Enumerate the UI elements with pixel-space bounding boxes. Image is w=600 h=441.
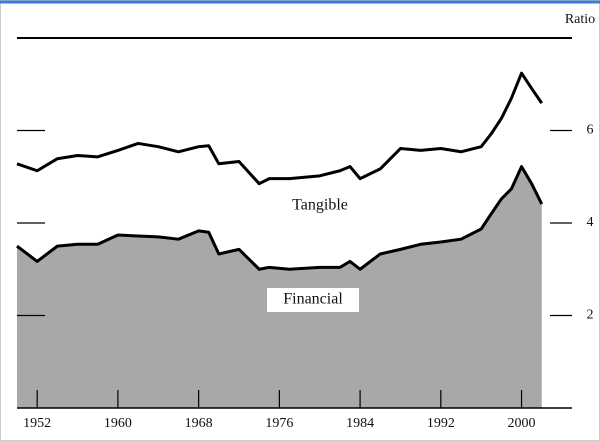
y-tick-label: 4 (587, 215, 594, 230)
y-axis-label: Ratio (565, 12, 595, 27)
series-label: Tangible (292, 197, 348, 214)
series-line (16, 71, 543, 186)
x-tick-label: 1976 (265, 416, 293, 431)
x-tick-label: 1992 (427, 416, 455, 431)
financial-area (17, 166, 542, 408)
series-label: Financial (283, 291, 343, 308)
y-tick-label: 6 (587, 123, 594, 138)
x-tick-label: 1984 (346, 416, 374, 431)
x-tick-label: 1968 (185, 416, 213, 431)
series-line (16, 165, 544, 271)
x-tick-label: 1952 (23, 416, 51, 431)
y-tick-label: 2 (587, 308, 594, 323)
label-box (267, 288, 359, 312)
x-tick-label: 2000 (508, 416, 536, 431)
x-tick-label: 1960 (104, 416, 132, 431)
